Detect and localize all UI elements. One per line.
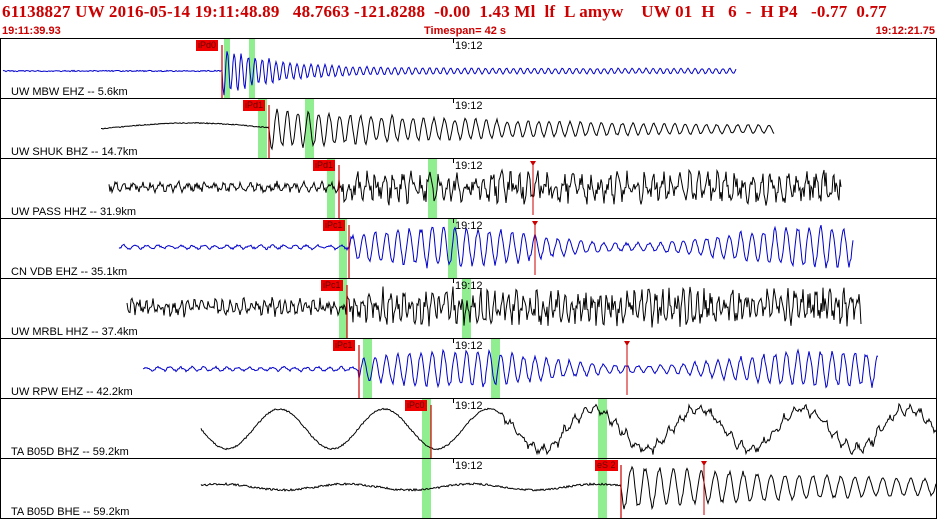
waveform-trace — [126, 286, 862, 328]
waveform-plot — [2, 39, 737, 98]
station-label: UW MRBL HHZ -- 37.4km — [11, 326, 138, 338]
minute-tick — [453, 159, 454, 163]
trace-panel[interactable]: eS 2 19:12 TA B05D BHE -- 59.2km — [0, 458, 937, 519]
trace-panel[interactable]: iPc1 19:12 UW MRBL HHZ -- 37.4km — [0, 278, 937, 338]
pick-tag[interactable]: iPc0 — [405, 400, 427, 411]
minute-label: 19:12 — [455, 400, 483, 412]
phase-window — [491, 339, 500, 398]
pick-tag[interactable]: iPd1 — [243, 100, 266, 111]
minute-label: 19:12 — [455, 340, 483, 352]
waveform-plot — [142, 339, 879, 398]
station-label: CN VDB EHZ -- 35.1km — [11, 266, 128, 278]
event-header: 61138827 UW 2016-05-14 19:11:48.89 48.76… — [0, 0, 937, 24]
pick-tag[interactable]: iPd1 — [313, 160, 336, 171]
trace-panel[interactable]: iPc1 19:12 UW RPW EHZ -- 42.2km — [0, 338, 937, 398]
station-label: UW MBW EHZ -- 5.6km — [11, 86, 128, 98]
minute-tick — [453, 459, 454, 463]
waveform-trace — [101, 108, 775, 151]
minute-tick — [453, 399, 454, 403]
phase-window — [422, 399, 431, 458]
minute-label: 19:12 — [455, 280, 483, 292]
end-time-label: 19:12:21.75 — [875, 25, 935, 37]
trace-panel[interactable]: iPd1 19:12 UW SHUK BHZ -- 14.7km — [0, 98, 937, 158]
trace-panel[interactable]: iPd0 19:12 UW MBW EHZ -- 5.6km — [0, 38, 937, 98]
waveform-plot — [108, 159, 842, 218]
minute-tick — [453, 219, 454, 223]
phase-window — [428, 159, 437, 218]
pick-tag[interactable]: iPd0 — [196, 40, 219, 51]
station-label: UW RPW EHZ -- 42.2km — [11, 386, 133, 398]
phase-window — [363, 339, 372, 398]
waveform-plot — [118, 219, 854, 278]
station-label: TA B05D BHZ -- 59.2km — [11, 446, 129, 458]
event-summary: 61138827 UW 2016-05-14 19:11:48.89 48.76… — [2, 2, 887, 21]
start-time-label: 19:11:39.93 — [2, 25, 61, 37]
amplitude-marker-icon — [624, 341, 630, 346]
minute-tick — [453, 99, 454, 103]
minute-label: 19:12 — [455, 220, 483, 232]
waveform-trace — [2, 51, 737, 96]
amplitude-marker-icon — [532, 221, 538, 226]
phase-window — [327, 159, 335, 218]
trace-panel[interactable]: iPc1 19:12 CN VDB EHZ -- 35.1km — [0, 218, 937, 278]
phase-window — [224, 39, 230, 98]
amplitude-marker-icon — [701, 461, 707, 466]
phase-window — [305, 99, 314, 158]
phase-window — [598, 459, 607, 518]
time-bar: 19:11:39.93 Timespan= 42 s 19:12:21.75 — [0, 24, 937, 38]
phase-window — [598, 399, 607, 458]
waveform-plot — [101, 99, 775, 158]
minute-label: 19:12 — [455, 160, 483, 172]
pick-tag[interactable]: iPc1 — [323, 220, 345, 231]
minute-label: 19:12 — [455, 460, 483, 472]
waveform-plot — [200, 459, 936, 518]
station-label: UW PASS HHZ -- 31.9km — [11, 206, 137, 218]
waveform-trace — [108, 168, 842, 206]
waveform-plot — [200, 399, 936, 458]
minute-tick — [453, 339, 454, 343]
trace-panel[interactable]: iPd1 19:12 UW PASS HHZ -- 31.9km — [0, 158, 937, 218]
waveform-plot — [126, 279, 862, 338]
phase-window — [258, 99, 267, 158]
waveform-trace — [200, 402, 936, 456]
pick-tag[interactable]: eS 2 — [595, 460, 618, 471]
timespan-label: Timespan= 42 s — [424, 25, 507, 37]
pick-tag[interactable]: iPc1 — [321, 280, 343, 291]
station-label: TA B05D BHE -- 59.2km — [11, 506, 130, 518]
waveform-trace — [142, 348, 879, 389]
phase-window — [249, 39, 255, 98]
waveform-trace — [200, 465, 936, 511]
trace-panel[interactable]: iPc0 19:12 TA B05D BHZ -- 59.2km — [0, 398, 937, 458]
seismogram-panels[interactable]: iPd0 19:12 UW MBW EHZ -- 5.6km iPd1 19:12 UW … — [0, 38, 937, 520]
minute-tick — [453, 279, 454, 283]
amplitude-marker-icon — [530, 161, 536, 166]
minute-tick — [453, 39, 454, 43]
waveform-trace — [118, 224, 854, 269]
phase-window — [339, 219, 347, 278]
pick-tag[interactable]: iPc1 — [333, 340, 355, 351]
station-label: UW SHUK BHZ -- 14.7km — [11, 146, 138, 158]
minute-label: 19:12 — [455, 40, 483, 52]
minute-label: 19:12 — [455, 100, 483, 112]
